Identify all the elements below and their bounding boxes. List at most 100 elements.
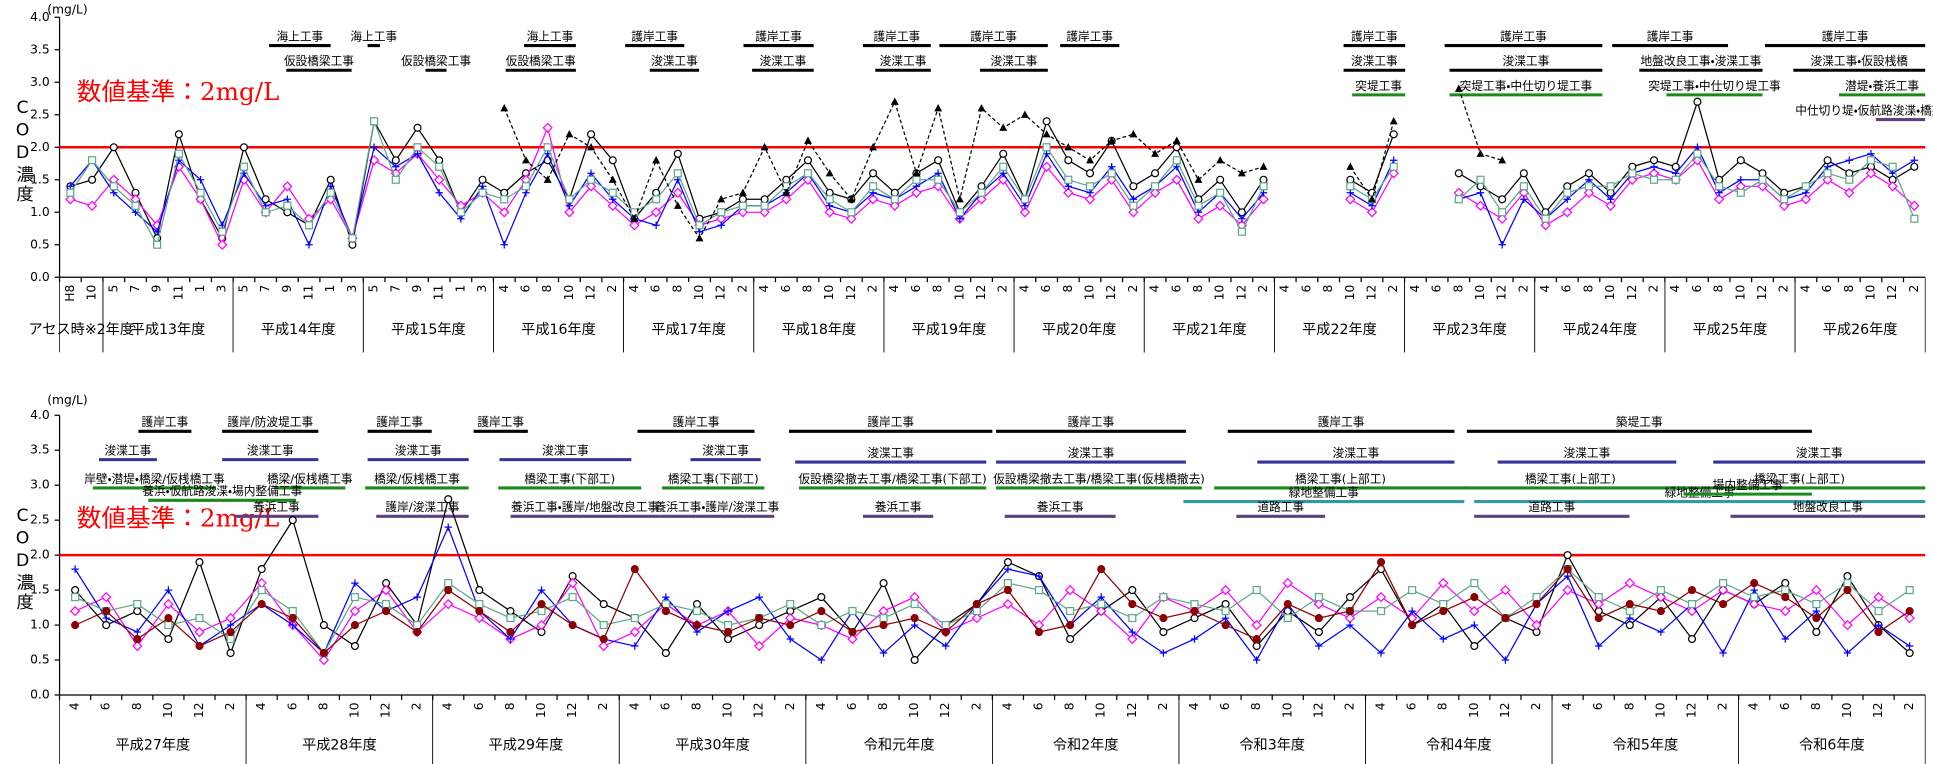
x-tick-label: 2 [866, 285, 880, 293]
series-line [74, 560, 1911, 654]
data-point [587, 142, 595, 151]
data-point [1128, 614, 1137, 623]
data-point [1313, 598, 1325, 610]
x-tick-label: 12 [1498, 702, 1512, 718]
x-tick-label: 6 [1032, 702, 1046, 710]
x-tick-label: 4 [1000, 702, 1014, 710]
data-point [1873, 591, 1884, 603]
data-point [194, 626, 205, 638]
construction-label: 橋梁工事(上部工) [1295, 472, 1386, 486]
data-point [1594, 614, 1603, 623]
data-point [370, 143, 378, 151]
data-point [319, 648, 328, 658]
data-point [1656, 586, 1665, 595]
data-point [786, 635, 794, 643]
data-point [1194, 175, 1203, 183]
data-point [1259, 182, 1268, 191]
data-point [1905, 607, 1914, 616]
data-point [803, 169, 813, 178]
data-point [1719, 649, 1727, 657]
data-point [1910, 162, 1919, 171]
construction-label: 潜堤・養浜工事 [1845, 79, 1919, 93]
data-point [652, 188, 661, 197]
data-point [1216, 175, 1225, 184]
data-point [1171, 174, 1182, 185]
data-point [1064, 156, 1073, 165]
construction-label: 浚渫工事 [1068, 446, 1115, 460]
data-point [1909, 200, 1920, 211]
data-point [88, 156, 97, 165]
data-point [1606, 182, 1615, 191]
data-point [652, 221, 660, 229]
x-tick-label: 4 [757, 284, 771, 292]
data-point [608, 156, 617, 165]
x-tick-label: 10 [1653, 702, 1667, 718]
data-point [999, 149, 1008, 158]
data-point [218, 227, 227, 236]
y-tick-label: 1.5 [30, 172, 50, 186]
data-point [824, 207, 835, 218]
x-tick-label: 10 [534, 702, 548, 718]
data-point [760, 142, 769, 151]
construction-label: 護岸工事 [1066, 29, 1113, 43]
data-point [1801, 182, 1810, 191]
construction-label: 護岸工事 [970, 29, 1017, 43]
x-tick-label: 11 [171, 285, 185, 301]
data-point [1625, 600, 1634, 609]
data-point [1748, 598, 1760, 610]
data-point [1042, 143, 1051, 152]
x-tick-label: 12 [1684, 702, 1698, 718]
data-point [1687, 600, 1697, 609]
data-point [910, 600, 919, 609]
x-tick-label: 12 [1871, 702, 1885, 718]
data-point [608, 188, 617, 197]
construction-label: 養浜工事 [1037, 500, 1084, 514]
data-point [1020, 195, 1029, 204]
construction-label: 仮設橋梁工事 [284, 54, 354, 68]
data-point [999, 162, 1008, 171]
x-tick-label: 4 [441, 702, 455, 710]
group-label: 平成29年度 [489, 738, 564, 754]
group-label: 平成17年度 [651, 322, 726, 338]
data-point [1626, 614, 1634, 622]
data-point [565, 129, 574, 138]
data-point [977, 182, 986, 191]
data-point [326, 175, 335, 184]
data-point [1220, 584, 1231, 596]
construction-label: 浚渫工事 [1503, 54, 1550, 68]
data-point [1454, 169, 1463, 178]
y-tick-label: 0.0 [30, 687, 50, 701]
x-tick-label: 2 [1529, 702, 1543, 710]
construction-label: 護岸工事 [1351, 29, 1398, 43]
data-point [1750, 579, 1759, 588]
x-tick-label: 4 [1148, 284, 1162, 292]
data-point [753, 640, 765, 652]
data-point [1454, 84, 1463, 92]
construction-label: 浚渫工事 [880, 54, 927, 68]
data-point [434, 174, 445, 185]
data-point [1151, 149, 1160, 157]
construction-label: 緑地整備工事 [1665, 485, 1735, 499]
x-tick-label: 6 [1591, 702, 1605, 710]
data-point [413, 627, 422, 637]
series-line [74, 497, 1911, 662]
x-tick-label: 8 [1063, 702, 1077, 710]
data-point [568, 593, 577, 602]
data-point [71, 593, 80, 602]
y-tick-label: 3.0 [30, 478, 50, 492]
x-tick-label: 6 [1820, 284, 1834, 292]
construction-label: 浚渫工事・仮設桟橋 [1811, 54, 1909, 68]
x-tick-label: 6 [1039, 284, 1053, 292]
data-point [585, 181, 597, 192]
data-point [88, 175, 97, 184]
data-point [868, 182, 878, 191]
data-point [1470, 593, 1479, 602]
data-point [71, 586, 80, 595]
data-point [318, 654, 330, 666]
construction-label: 海上工事 [276, 29, 323, 43]
data-point [474, 612, 485, 624]
data-point [195, 641, 204, 651]
data-point [1129, 201, 1138, 210]
x-tick-label: 2 [1777, 285, 1791, 293]
data-point [630, 565, 639, 574]
